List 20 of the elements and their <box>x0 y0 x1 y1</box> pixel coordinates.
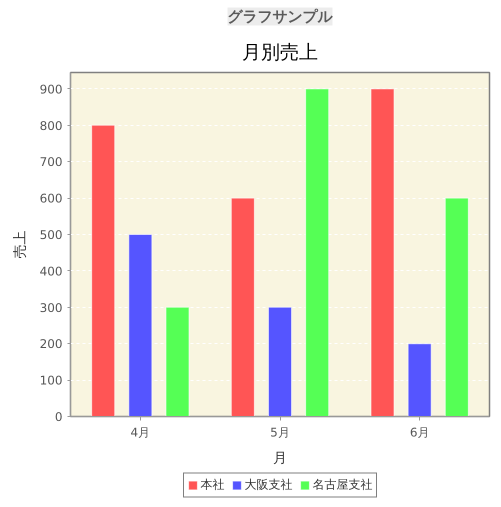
legend-label: 大阪支社 <box>244 476 292 494</box>
y-tick-label: 700 <box>40 155 62 170</box>
legend-label: 本社 <box>200 476 224 494</box>
x-tick-label: 4月 <box>130 426 150 440</box>
x-tick-label: 5月 <box>270 426 290 440</box>
y-tick-label: 200 <box>40 337 62 352</box>
y-tick-label: 800 <box>40 118 62 133</box>
y-tick-label: 100 <box>40 374 62 388</box>
x-axis-title: 月 <box>273 450 287 466</box>
y-tick-label: 0 <box>54 410 63 424</box>
y-tick-label: 300 <box>40 300 62 315</box>
y-tick-label: 400 <box>40 264 62 278</box>
x-tick-label: 6月 <box>410 426 430 440</box>
text: グラフサンプル <box>228 8 334 26</box>
chart-title: 月別売上 <box>242 42 318 64</box>
y-axis-title: 売上 <box>12 230 29 258</box>
y-tick-label: 900 <box>40 82 62 96</box>
y-tick-label: 500 <box>40 228 62 242</box>
y-tick-label: 600 <box>40 192 62 206</box>
legend-label: 名古屋支社 <box>312 476 372 494</box>
